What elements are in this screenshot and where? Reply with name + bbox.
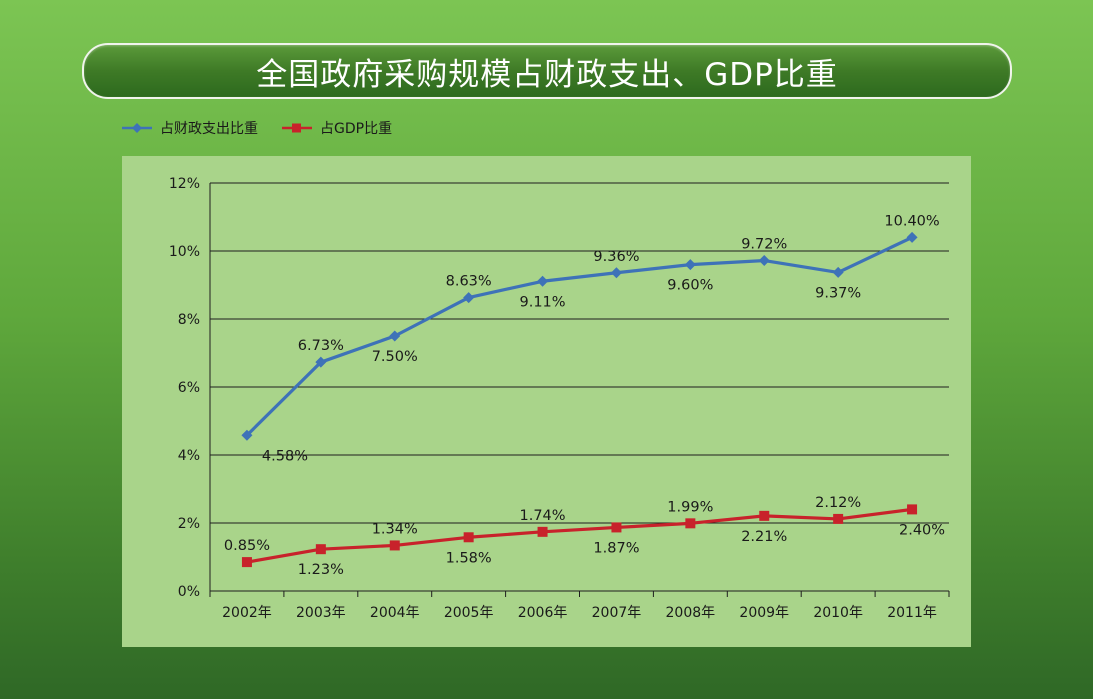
- data-point-diamond: [315, 356, 327, 368]
- data-point-diamond: [758, 255, 770, 267]
- data-label: 2.21%: [741, 529, 787, 545]
- y-tick-label: 6%: [178, 380, 200, 396]
- legend-marker-diamond-icon: [122, 123, 152, 133]
- x-tick-label: 2011年: [887, 605, 937, 621]
- data-point-square: [537, 526, 548, 537]
- data-label: 7.50%: [372, 349, 418, 365]
- chart-title: 全国政府采购规模占财政支出、GDP比重: [256, 56, 838, 93]
- chart-panel: 0% 2% 4% 6% 8% 10% 12% 2002年 2003年 2004年 2005年 2006…: [122, 156, 971, 647]
- data-label: 0.85%: [224, 538, 270, 554]
- data-point-square: [611, 522, 622, 533]
- y-tick-label: 4%: [178, 448, 200, 464]
- data-point-diamond: [463, 292, 475, 304]
- data-label: 2.40%: [899, 522, 945, 538]
- legend-item-series-2: 占GDP比重: [280, 118, 392, 138]
- y-tick-label: 8%: [178, 312, 200, 328]
- data-label: 1.99%: [667, 499, 713, 515]
- x-tick-label: 2003年: [296, 605, 346, 621]
- y-tick-label: 2%: [178, 516, 200, 532]
- data-point-diamond: [684, 259, 696, 271]
- data-point-square: [389, 540, 400, 551]
- data-label: 2.12%: [815, 495, 861, 511]
- data-point-square: [759, 510, 770, 521]
- data-label: 4.58%: [262, 448, 308, 464]
- data-label: 9.60%: [667, 278, 713, 294]
- x-tick-label: 2004年: [370, 605, 420, 621]
- data-point-square: [833, 513, 844, 524]
- x-tick-label: 2008年: [666, 605, 716, 621]
- series-line-1: [245, 235, 913, 437]
- data-point-square: [315, 544, 326, 555]
- x-tick-label: 2007年: [592, 605, 642, 621]
- legend-label-series-2: 占GDP比重: [320, 121, 393, 137]
- x-tick-label: 2005年: [444, 605, 494, 621]
- title-bar: 全国政府采购规模占财政支出、GDP比重: [82, 43, 1012, 99]
- data-point-diamond: [832, 266, 844, 278]
- x-tick-label: 2009年: [739, 605, 789, 621]
- x-tick-label: 2002年: [222, 605, 272, 621]
- data-label: 6.73%: [298, 338, 344, 354]
- data-point-diamond: [610, 267, 622, 279]
- data-point-diamond: [241, 429, 253, 441]
- legend-marker-square-icon: [282, 123, 312, 133]
- line-chart: 0% 2% 4% 6% 8% 10% 12% 2002年 2003年 2004年 2005年 2006…: [169, 176, 950, 621]
- data-label: 1.87%: [593, 540, 639, 556]
- series-line-2: [246, 507, 913, 564]
- data-label: 9.72%: [741, 237, 787, 253]
- data-point-square: [685, 518, 696, 529]
- legend: 占财政支出比重 占GDP比重: [120, 118, 392, 138]
- y-tick-label: 0%: [178, 584, 200, 600]
- data-point-diamond: [537, 275, 549, 287]
- legend-label-series-1: 占财政支出比重: [160, 121, 258, 137]
- data-point-square: [463, 532, 474, 543]
- data-point-diamond: [389, 330, 401, 342]
- data-label: 1.58%: [446, 550, 492, 566]
- x-tick-label: 2006年: [518, 605, 568, 621]
- data-point-square: [907, 504, 918, 515]
- data-point-square: [241, 557, 252, 568]
- y-tick-label: 12%: [169, 176, 200, 192]
- y-tick-label: 10%: [169, 244, 200, 260]
- data-label: 9.37%: [815, 285, 861, 301]
- data-label: 9.36%: [593, 249, 639, 265]
- x-tick-label: 2010年: [813, 605, 863, 621]
- data-point-diamond: [906, 231, 918, 243]
- data-label: 1.74%: [520, 508, 566, 524]
- data-label: 1.23%: [298, 562, 344, 578]
- data-label: 10.40%: [884, 213, 939, 229]
- data-label: 1.34%: [372, 521, 418, 537]
- data-label: 9.11%: [520, 294, 566, 310]
- data-label: 8.63%: [446, 274, 492, 290]
- legend-item-series-1: 占财政支出比重: [120, 118, 258, 138]
